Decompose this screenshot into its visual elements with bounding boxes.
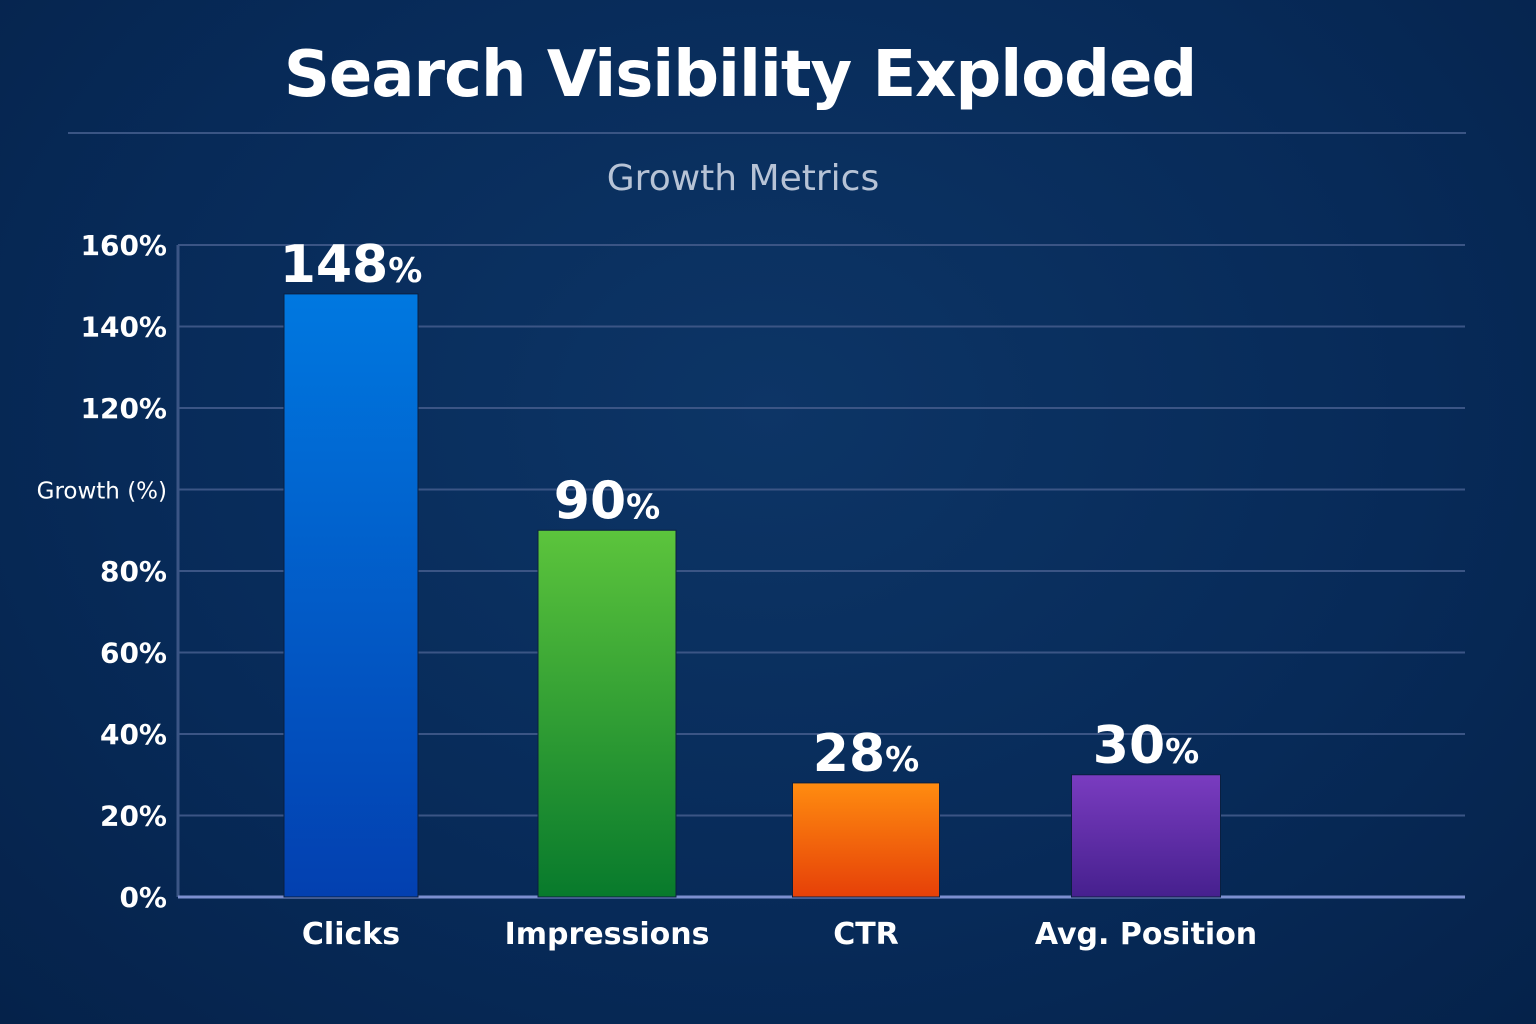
x-tick-label: Avg. Position: [1035, 917, 1257, 952]
y-tick-label: 80%: [100, 555, 167, 588]
y-tick-label: 120%: [80, 392, 167, 425]
y-tick-label: 0%: [119, 881, 167, 914]
y-tick-label: 160%: [80, 229, 167, 262]
data-label: 148%: [280, 235, 423, 295]
x-tick-label: Clicks: [302, 917, 400, 952]
title-divider: [68, 132, 1466, 134]
data-label: 90%: [554, 471, 660, 531]
x-tick-label: CTR: [833, 917, 899, 952]
y-tick-label: 40%: [100, 718, 167, 751]
chart-title: Search Visibility Exploded: [283, 38, 1197, 112]
y-axis-label: Growth (%): [37, 479, 167, 505]
y-tick-label: 20%: [100, 800, 167, 833]
chart-subtitle: Growth Metrics: [606, 158, 880, 199]
bar-ctr: [792, 782, 940, 898]
y-tick-label: 140%: [80, 311, 167, 344]
x-tick-label: Impressions: [505, 917, 710, 952]
bar-impressions: [537, 529, 677, 898]
y-tick-label: 60%: [100, 637, 167, 670]
bar-avg-position: [1071, 774, 1221, 898]
data-label: 28%: [813, 724, 919, 784]
data-label: 30%: [1093, 716, 1199, 776]
bar-clicks: [283, 293, 419, 898]
